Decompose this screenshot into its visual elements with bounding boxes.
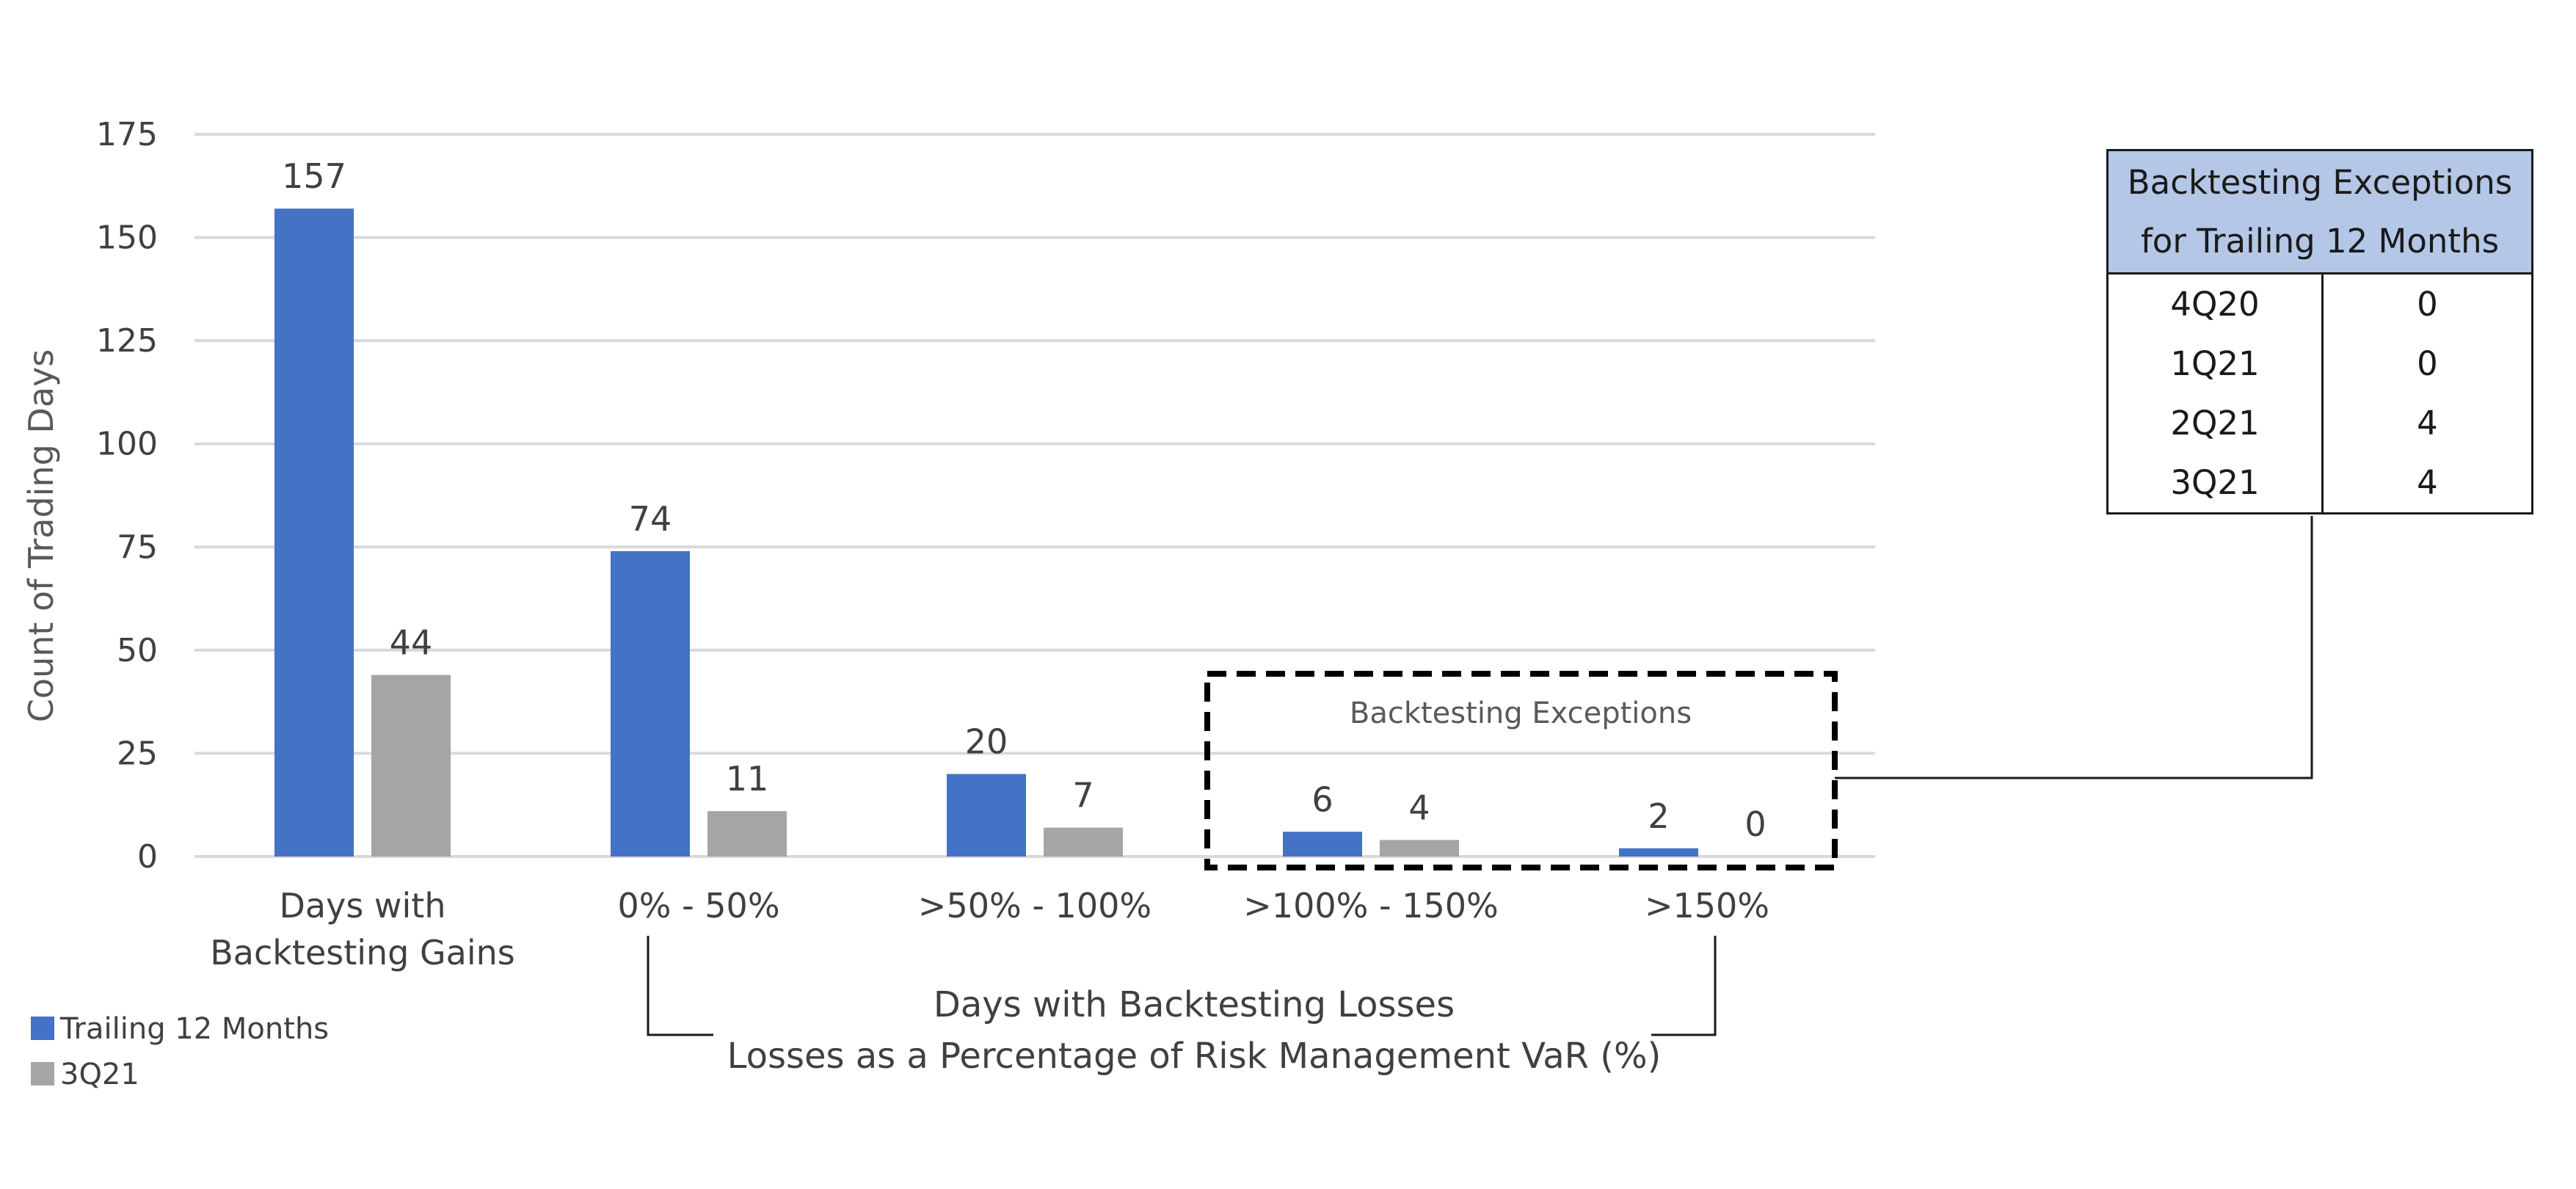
y-tick-label: 50 xyxy=(117,632,158,669)
category-label: >150% xyxy=(1645,886,1769,926)
legend-label: 3Q21 xyxy=(60,1058,139,1091)
quarter-cell: 1Q21 xyxy=(2106,334,2324,393)
category-label: >50% - 100% xyxy=(918,886,1151,926)
count-cell: 4 xyxy=(2321,453,2533,514)
y-tick-label: 150 xyxy=(96,219,158,257)
legend-swatch xyxy=(31,1017,54,1040)
quarter-cell: 2Q21 xyxy=(2106,393,2324,453)
category-label: >100% - 150% xyxy=(1243,886,1498,926)
y-tick-label: 0 xyxy=(137,838,158,876)
bar-trailing-12-months xyxy=(947,774,1026,857)
quarter-cell: 3Q21 xyxy=(2106,453,2324,514)
y-axis-ticks: 0 25 50 75 100 125 150 175 xyxy=(96,116,158,876)
bar-3q21 xyxy=(1044,827,1123,857)
losses-bracket xyxy=(647,936,1717,1036)
count-cell: 0 xyxy=(2321,273,2533,334)
table-row: 2Q21 4 xyxy=(2106,393,2533,453)
data-label: 11 xyxy=(726,759,769,799)
legend: Trailing 12 Months 3Q21 xyxy=(31,1012,329,1091)
data-label: 7 xyxy=(1072,776,1094,815)
losses-group-subtitle: Losses as a Percentage of Risk Managemen… xyxy=(727,1036,1662,1077)
count-cell: 0 xyxy=(2321,334,2533,393)
exceptions-box-label: Backtesting Exceptions xyxy=(1350,697,1692,730)
y-tick-label: 175 xyxy=(96,116,158,153)
data-label: 157 xyxy=(282,156,346,196)
data-label: 20 xyxy=(965,722,1008,762)
bar-trailing-12-months xyxy=(1283,832,1362,857)
exceptions-box xyxy=(1204,671,1838,870)
quarter-cell: 4Q20 xyxy=(2106,273,2324,334)
bar-3q21 xyxy=(1380,840,1459,857)
bar-3q21 xyxy=(371,675,451,857)
legend-swatch xyxy=(31,1062,54,1086)
count-cell: 4 xyxy=(2321,393,2533,453)
table-row: 4Q20 0 xyxy=(2106,273,2533,334)
data-label: 74 xyxy=(629,499,672,539)
category-label: Days with Backtesting Gains xyxy=(210,886,515,972)
bars xyxy=(274,208,1698,857)
category-labels: Days with Backtesting Gains 0% - 50% >50% -… xyxy=(210,886,1769,972)
legend-label: Trailing 12 Months xyxy=(59,1012,329,1046)
table-row: 3Q21 4 xyxy=(2106,453,2533,514)
table-row: 1Q21 0 xyxy=(2106,334,2533,393)
data-label: 4 xyxy=(1408,788,1430,828)
data-label: 6 xyxy=(1311,779,1333,819)
y-tick-label: 100 xyxy=(96,426,158,463)
bar-trailing-12-months xyxy=(1619,848,1698,857)
category-label: 0% - 50% xyxy=(617,886,779,926)
bar-3q21 xyxy=(707,811,787,857)
y-axis-label: Count of Trading Days xyxy=(21,349,61,722)
bar-trailing-12-months xyxy=(274,208,354,857)
gridlines xyxy=(194,133,1875,858)
y-tick-label: 75 xyxy=(117,528,158,566)
exceptions-table: Backtesting Exceptions for Trailing 12 M… xyxy=(2106,149,2533,514)
data-label: 44 xyxy=(390,623,433,663)
y-tick-label: 125 xyxy=(96,322,158,360)
y-tick-label: 25 xyxy=(117,735,158,772)
exceptions-table-header: Backtesting Exceptions for Trailing 12 M… xyxy=(2106,149,2533,274)
bar-trailing-12-months xyxy=(611,550,690,857)
losses-group-title: Days with Backtesting Losses xyxy=(934,984,1455,1025)
box-to-table-connector xyxy=(1835,516,2313,779)
data-label: 0 xyxy=(1744,804,1766,844)
data-label: 2 xyxy=(1648,796,1669,836)
